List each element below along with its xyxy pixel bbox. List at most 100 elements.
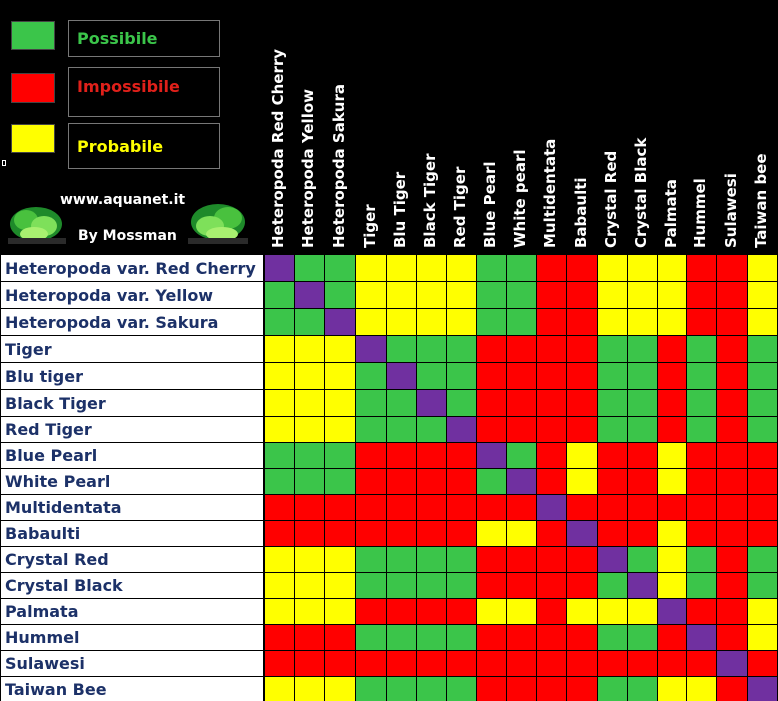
- heatmap-cell: [567, 677, 597, 701]
- heatmap-cell: [507, 677, 536, 701]
- heatmap-cell: [598, 255, 627, 281]
- heatmap-cell: [447, 469, 476, 494]
- heatmap-cell: [507, 469, 536, 494]
- heatmap-cell: [417, 363, 446, 389]
- heatmap-cell: [356, 625, 386, 650]
- heatmap-cell: [567, 417, 597, 442]
- heatmap-cell: [295, 469, 324, 494]
- heatmap-cell: [507, 417, 536, 442]
- heatmap-cell: [567, 521, 597, 546]
- column-label: Hummel: [691, 178, 709, 248]
- heatmap-cell: [265, 599, 294, 624]
- heatmap-cell: [628, 573, 657, 598]
- heatmap-cell: [477, 336, 506, 362]
- heatmap-cell: [598, 469, 627, 494]
- row-label: Heteropoda var. Sakura: [1, 309, 263, 335]
- heatmap-cell: [387, 443, 416, 468]
- heatmap-cell: [537, 336, 566, 362]
- heatmap-cell: [265, 309, 294, 335]
- heatmap-cell: [537, 309, 566, 335]
- row-label: Sulawesi: [1, 651, 263, 676]
- row-label: Hummel: [1, 625, 263, 650]
- column-label: Palmata: [662, 179, 680, 248]
- legend-swatch-impossibile: [11, 73, 55, 103]
- heatmap-cell: [658, 282, 686, 308]
- heatmap-cell: [687, 443, 716, 468]
- heatmap-cell: [537, 417, 566, 442]
- heatmap-cell: [598, 443, 627, 468]
- heatmap-cell: [717, 417, 747, 442]
- heatmap-cell: [325, 255, 355, 281]
- heatmap-cell: [507, 625, 536, 650]
- heatmap-cell: [537, 469, 566, 494]
- heatmap-cell: [507, 599, 536, 624]
- column-label: Tiger: [361, 204, 379, 248]
- heatmap-cell: [598, 282, 627, 308]
- heatmap-cell: [687, 390, 716, 416]
- heatmap-cell: [628, 599, 657, 624]
- heatmap-cell: [477, 255, 506, 281]
- heatmap-cell: [567, 336, 597, 362]
- row-label: Heteropoda var. Red Cherry: [1, 255, 263, 281]
- heatmap-cell: [748, 599, 777, 624]
- heatmap-cell: [387, 521, 416, 546]
- heatmap-cell: [356, 255, 386, 281]
- heatmap-cell: [477, 309, 506, 335]
- heatmap-cell: [447, 573, 476, 598]
- heatmap-cell: [265, 282, 294, 308]
- heatmap-cell: [356, 677, 386, 701]
- heatmap-cell: [717, 677, 747, 701]
- heatmap-cell: [598, 390, 627, 416]
- heatmap-cell: [628, 443, 657, 468]
- heatmap-cell: [748, 469, 777, 494]
- heatmap-cell: [507, 363, 536, 389]
- heatmap-cell: [537, 599, 566, 624]
- heatmap-cell: [658, 255, 686, 281]
- heatmap-cell: [325, 651, 355, 676]
- heatmap-cell: [628, 336, 657, 362]
- heatmap-cell: [325, 282, 355, 308]
- heatmap-cell: [598, 625, 627, 650]
- heatmap-cell: [567, 547, 597, 572]
- heatmap-cell: [265, 625, 294, 650]
- heatmap-cell: [477, 495, 506, 520]
- heatmap-cell: [356, 417, 386, 442]
- heatmap-cell: [356, 547, 386, 572]
- row-label: Babaulti: [1, 521, 263, 546]
- heatmap-cell: [717, 547, 747, 572]
- heatmap-cell: [717, 309, 747, 335]
- heatmap-cell: [417, 625, 446, 650]
- heatmap-cell: [537, 625, 566, 650]
- heatmap-cell: [567, 443, 597, 468]
- heatmap-cell: [477, 651, 506, 676]
- heatmap-cell: [717, 282, 747, 308]
- heatmap-cell: [507, 521, 536, 546]
- heatmap-cell: [417, 417, 446, 442]
- heatmap-cell: [477, 390, 506, 416]
- heatmap-cell: [717, 336, 747, 362]
- heatmap-cell: [477, 573, 506, 598]
- heatmap-cell: [628, 469, 657, 494]
- heatmap-cell: [507, 390, 536, 416]
- heatmap-cell: [717, 521, 747, 546]
- heatmap-cell: [537, 651, 566, 676]
- heatmap-cell: [687, 677, 716, 701]
- heatmap-cell: [325, 547, 355, 572]
- heatmap-cell: [356, 495, 386, 520]
- heatmap-cell: [537, 282, 566, 308]
- row-label: Blu tiger: [1, 363, 263, 389]
- heatmap-cell: [447, 309, 476, 335]
- heatmap-cell: [447, 625, 476, 650]
- heatmap-cell: [598, 336, 627, 362]
- heatmap-cell: [265, 469, 294, 494]
- heatmap-cell: [628, 390, 657, 416]
- heatmap-cell: [417, 390, 446, 416]
- heatmap-cell: [447, 547, 476, 572]
- heatmap-cell: [447, 390, 476, 416]
- heatmap-cell: [265, 363, 294, 389]
- heatmap-cell: [295, 495, 324, 520]
- heatmap-cell: [567, 255, 597, 281]
- heatmap-cell: [387, 336, 416, 362]
- heatmap-cell: [387, 495, 416, 520]
- legend-label-impossibile: Impossibile: [68, 67, 220, 117]
